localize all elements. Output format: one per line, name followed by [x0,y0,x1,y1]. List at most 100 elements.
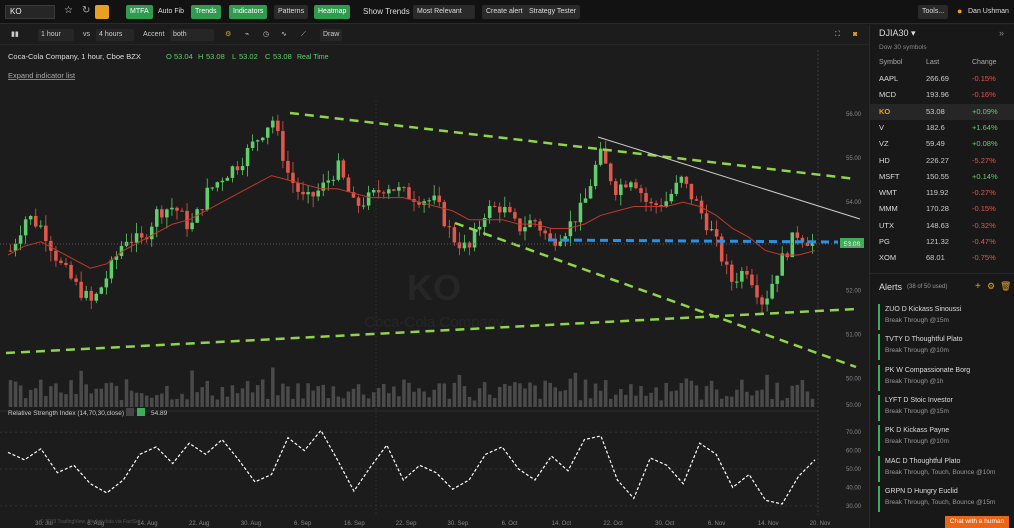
alert-item[interactable]: ZUO D Kickass Sinoussi Break Through @15m [878,304,1006,332]
candle-body [265,127,270,138]
volume-bar [477,388,482,407]
tools-button[interactable]: Tools... [918,5,949,19]
collapse-icon[interactable]: » [999,28,1005,38]
volume-bar [790,385,795,407]
watchlist-row[interactable]: WMT 119.92 -0.27% [870,185,1014,201]
user-name[interactable]: Dan Ushman [968,8,1009,15]
alert-item[interactable]: GRPN D Hungry Euclid Break Through, Touch… [878,485,1006,514]
patterns-button[interactable]: Patterns [274,5,309,19]
volume-bar [558,391,563,407]
candle-body [13,243,18,251]
create-alert-button[interactable]: Create alert [482,5,527,19]
alert-item[interactable]: TVTY D Thoughtful Plato Break Through @10… [878,334,1006,362]
volume-bar [765,374,769,407]
candle-body [533,220,537,222]
alert-item[interactable]: PK D Kickass Payne Break Through @10m [878,425,1006,453]
trend-tool-icon[interactable]: ∿ [281,31,287,38]
interval-select[interactable]: 1 hour [38,29,74,41]
legend-low-label: L [232,52,236,61]
volume-bar [503,384,507,407]
watchlist-row[interactable]: HD 226.27 -5.27% [870,153,1014,169]
chart-area[interactable]: ▮▮ 1 hour vs 4 hours Accent both ⚙ ⌁ ◷ ∿… [0,25,869,528]
alert-settings-icon[interactable]: ⚙ [987,281,996,291]
candle-body [291,172,295,184]
fullscreen-icon[interactable]: ⛶ [835,31,840,38]
alert-item[interactable]: LYFT D Stoic Investor Break Through @15m [878,394,1006,423]
candle-body [200,209,204,211]
alert-status-bar [878,425,880,452]
star-icon[interactable]: ☆ [64,5,73,16]
volume-bar [381,383,386,407]
candle-body [689,183,694,200]
watchlist-row[interactable]: PG 121.32 -0.47% [870,234,1014,250]
watchlist-symbol: PG [879,237,890,246]
volume-bar [755,390,759,407]
most-relevant-select[interactable]: Most Relevant [413,5,475,19]
clock-icon[interactable]: ◷ [263,31,270,38]
candle-body [608,163,613,182]
watchlist-row[interactable]: MCD 193.96 -0.16% [870,87,1014,103]
watchlist-row[interactable]: UTX 148.63 -0.32% [870,218,1014,234]
draw-button[interactable]: Draw [320,29,343,41]
volume-bar [452,382,457,407]
copyright-text: © 2019 TradingView. Market data via Fact… [40,518,141,525]
watchlist-row[interactable]: AAPL 266.69 -0.15% [870,71,1014,87]
alert-item[interactable]: MAC D Thoughtful Plato Break Through, Tou… [878,455,1006,484]
legend-open-label: O [166,52,172,61]
candle-body [780,253,784,276]
mtfa-button[interactable]: MTFA [126,5,153,19]
candle-body [462,242,467,249]
trends-button[interactable]: Trends [191,5,221,19]
price-tick-label: 52.00 [846,288,862,294]
auto-fib-button[interactable]: Auto Fib [158,8,185,15]
watchlist-row[interactable]: VZ 59.49 +0.08% [870,136,1014,152]
line-tool-icon[interactable]: ⟋ [301,31,306,38]
candle-body [74,278,78,282]
user-avatar-icon[interactable]: ● [957,6,963,16]
volume-bar [109,382,114,407]
volume-bar [366,398,371,407]
candle-body [149,226,154,240]
watchlist-row[interactable]: MSFT 150.55 +0.14% [870,169,1014,185]
legend-open: 53.04 [174,52,193,61]
candle-body [49,241,53,251]
volume-bar [13,381,18,407]
watchlist-row[interactable]: V 182.6 +1.64% [870,120,1014,136]
candle-body [336,160,341,180]
indicator-icon[interactable]: ⌁ [245,31,250,38]
strategy-tester-button[interactable]: Strategy Tester [525,5,580,19]
delete-alert-icon[interactable]: 🗑 [1000,281,1012,291]
candle-body [508,206,512,213]
alert-condition: Break Through @10m [885,347,949,355]
chart-type-icon[interactable]: ▮▮ [11,31,19,38]
rsi-visible-icon[interactable] [137,408,145,416]
add-alert-icon[interactable]: + [975,281,981,292]
watchlist-row[interactable]: XOM 68.01 -0.75% [870,250,1014,266]
heatmap-button[interactable]: Heatmap [314,5,351,19]
settings-gear-icon[interactable]: ⚙ [225,31,232,38]
chart-canvas[interactable]: KO Coca-Cola Company Coca-Cola Company, … [0,45,869,528]
indicators-button[interactable]: Indicators [229,5,268,19]
volume-bar [321,384,325,407]
chat-button[interactable]: Chat with a human [945,516,1009,528]
candle-body [250,141,255,148]
volume-bar [64,394,68,407]
expand-indicator-link[interactable]: Expand indicator list [8,71,76,80]
watchlist-symbol: V [879,122,885,132]
accent-select[interactable]: both [170,29,214,41]
candle-body [558,241,563,246]
camera-icon[interactable]: ◙ [853,31,858,38]
volume-bar [160,393,164,407]
volume-bar [210,395,215,407]
watchlist-title[interactable]: DJIA30 ▾ [879,28,916,38]
refresh-icon[interactable]: ↻ [82,5,91,16]
alerts-count: (38 of 50 used) [907,284,948,290]
watchlist-row[interactable]: MMM 170.28 -0.15% [870,201,1014,217]
watchlist-row[interactable]: KO 53.08 +0.09% [870,103,1014,120]
compare-interval-select[interactable]: 4 hours [96,29,134,41]
volume-bar [508,385,512,407]
alert-item[interactable]: PK W Compassionate Borg Break Through @1h [878,364,1006,393]
symbol-input[interactable]: KO [5,5,55,19]
rsi-settings-icon[interactable] [126,408,134,416]
color-swatch-icon[interactable] [95,5,109,19]
